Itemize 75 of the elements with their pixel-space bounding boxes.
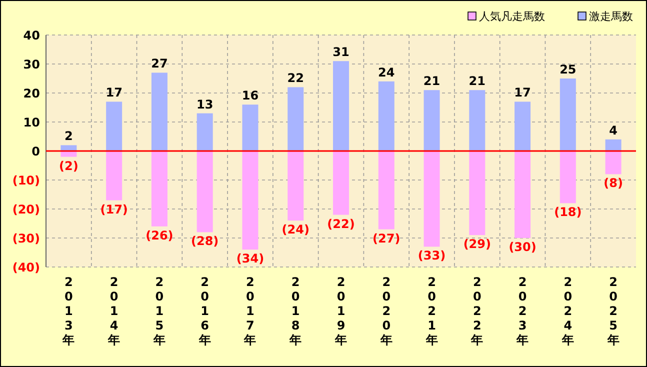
y-tick-label: 20: [23, 86, 40, 100]
bar: [151, 72, 168, 151]
data-label: 2: [64, 129, 73, 144]
y-tick-label: (30): [12, 232, 40, 246]
data-label: 16: [242, 88, 259, 103]
bar: [469, 90, 486, 151]
bar: [151, 151, 168, 226]
x-tick-label: 2021年: [424, 275, 438, 347]
bar: [333, 151, 349, 215]
bar: [514, 151, 531, 238]
data-label: (24): [282, 222, 310, 237]
data-label: (34): [236, 252, 264, 266]
x-tick-label: 2014年: [107, 275, 120, 347]
data-label: (28): [191, 234, 219, 248]
data-label: (22): [327, 216, 355, 231]
data-label: 17: [106, 86, 122, 100]
bar: [333, 61, 349, 151]
data-label: 31: [332, 45, 350, 60]
x-tick-label: 2025年: [606, 275, 620, 347]
bar: [242, 104, 258, 151]
bar: [378, 81, 394, 151]
x-tick-label: 2020年: [379, 275, 392, 347]
y-tick-label: 10: [23, 116, 40, 130]
y-tick-label: 30: [23, 58, 40, 72]
y-tick-label: (40): [12, 260, 40, 274]
data-label: (18): [554, 205, 582, 220]
data-label: 27: [151, 56, 168, 71]
bar: [424, 90, 440, 151]
data-label: (29): [463, 237, 491, 252]
data-label: 25: [560, 62, 576, 76]
x-tick-label: 2016年: [198, 275, 211, 347]
legend-label: 人気凡走馬数: [479, 10, 545, 23]
bar: [514, 102, 531, 151]
legend-label: 激走馬数: [589, 10, 633, 23]
bar: [469, 151, 486, 236]
bar: [60, 145, 77, 151]
x-tick-label: 2023年: [516, 275, 529, 347]
x-tick-label: 2013年: [62, 275, 75, 347]
bar: [560, 151, 576, 204]
x-tick-label: 2015年: [152, 275, 166, 347]
data-label: 13: [196, 97, 214, 112]
data-label: (33): [418, 248, 446, 263]
bar: [288, 87, 304, 151]
data-label: (30): [508, 240, 536, 254]
data-label: 4: [609, 123, 618, 138]
data-label: (27): [372, 231, 400, 246]
bar: [560, 78, 576, 151]
y-tick-label: (10): [12, 174, 40, 188]
data-label: 21: [423, 74, 440, 88]
bar: [242, 151, 258, 250]
data-label: (8): [604, 176, 623, 190]
x-tick-label: 2022年: [470, 275, 484, 347]
data-label: 22: [287, 71, 304, 86]
x-tick-label: 2019年: [334, 275, 347, 347]
bar: [605, 139, 622, 151]
bar: [196, 113, 213, 151]
data-label: 24: [378, 65, 395, 80]
data-label: 17: [514, 86, 531, 100]
x-tick-label: 2017年: [243, 275, 256, 347]
bar: [424, 151, 440, 247]
data-label: (26): [146, 228, 174, 242]
bar: [288, 151, 304, 221]
bar: [378, 151, 394, 230]
data-label: (2): [59, 158, 78, 173]
data-label: 21: [468, 74, 486, 88]
bar: [605, 151, 622, 174]
bar: [196, 151, 213, 232]
data-label: (17): [100, 202, 128, 216]
bar: [106, 102, 122, 151]
y-tick-label: (20): [12, 202, 40, 216]
y-tick-label: 40: [23, 28, 40, 42]
y-tick-label: 0: [32, 144, 40, 158]
x-tick-label: 2018年: [288, 275, 302, 347]
bar: [106, 151, 122, 200]
x-tick-label: 2024年: [560, 275, 574, 347]
